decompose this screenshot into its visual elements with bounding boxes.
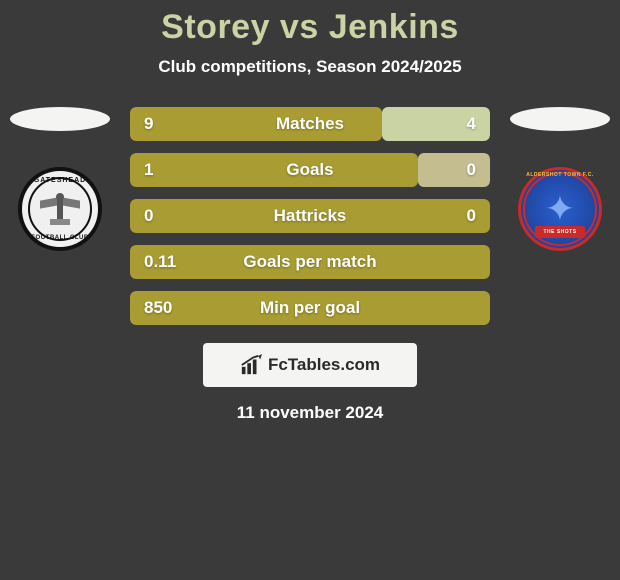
date-label: 11 november 2024	[0, 403, 620, 423]
stat-value-left: 0.11	[144, 252, 176, 272]
fctables-label: FcTables.com	[268, 355, 380, 375]
stat-row: 850Min per goal	[130, 291, 490, 325]
shadow-ellipse-left	[10, 107, 110, 131]
angel-icon	[40, 197, 80, 227]
team-left-column: GATESHEAD FOOTBALL CLUB	[10, 107, 110, 251]
stat-value-left: 0	[144, 206, 153, 226]
stat-value-right: 0	[467, 206, 476, 226]
stat-row: 00Hattricks	[130, 199, 490, 233]
stat-row: 10Goals	[130, 153, 490, 187]
stat-bar-left	[130, 199, 490, 233]
crest-left-label-bottom: FOOTBALL CLUB	[31, 235, 88, 241]
stat-bar-left	[130, 107, 382, 141]
chart-icon	[240, 354, 262, 376]
fctables-badge: FcTables.com	[203, 343, 417, 387]
shadow-ellipse-right	[510, 107, 610, 131]
team-right-crest: ALDERSHOT TOWN F.C. ✦ THE SHOTS	[518, 167, 602, 251]
stat-row: 0.11Goals per match	[130, 245, 490, 279]
subtitle: Club competitions, Season 2024/2025	[0, 57, 620, 77]
stat-value-left: 850	[144, 298, 172, 318]
team-left-crest: GATESHEAD FOOTBALL CLUB	[18, 167, 102, 251]
stat-bar-left	[130, 291, 490, 325]
infographic-container: Storey vs Jenkins Club competitions, Sea…	[0, 0, 620, 423]
page-title: Storey vs Jenkins	[0, 8, 620, 47]
main-area: GATESHEAD FOOTBALL CLUB ALDERSHOT TOWN F…	[0, 107, 620, 423]
crest-right-label-top: ALDERSHOT TOWN F.C.	[521, 172, 599, 178]
stat-bar-left	[130, 245, 490, 279]
stat-value-right: 4	[467, 114, 476, 134]
stat-bar-right	[418, 153, 490, 187]
stat-value-left: 9	[144, 114, 153, 134]
stat-value-left: 1	[144, 160, 153, 180]
stat-bar-left	[130, 153, 418, 187]
crest-right-banner: THE SHOTS	[535, 226, 585, 238]
stat-row: 94Matches	[130, 107, 490, 141]
team-right-column: ALDERSHOT TOWN F.C. ✦ THE SHOTS	[510, 107, 610, 251]
crest-left-label-top: GATESHEAD	[34, 177, 86, 184]
stat-value-right: 0	[467, 160, 476, 180]
stat-bars: 94Matches10Goals00Hattricks0.11Goals per…	[130, 107, 490, 325]
